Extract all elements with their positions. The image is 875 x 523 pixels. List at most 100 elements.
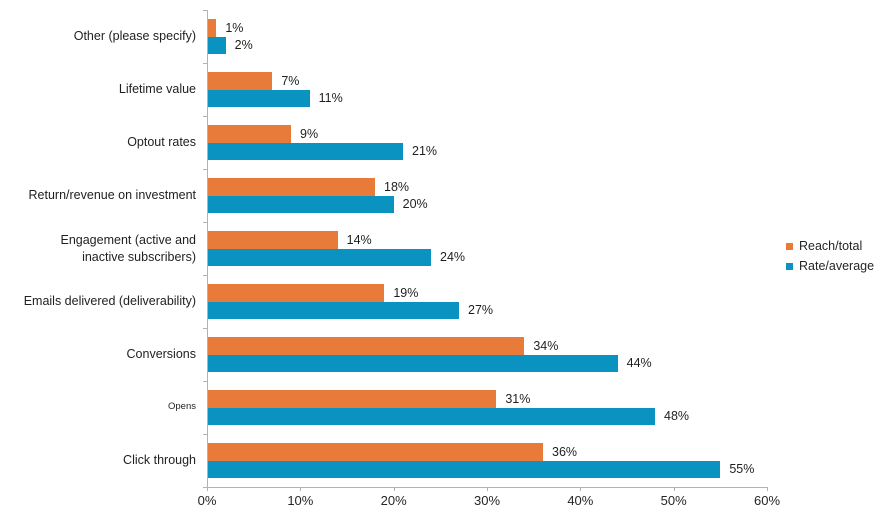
category-row: Opens 31% 48% [0, 381, 875, 434]
y-axis-tick [203, 487, 207, 488]
reach-total-bar [207, 125, 291, 143]
category-row: Lifetime value 7% 11% [0, 63, 875, 116]
rate-average-bar [207, 142, 403, 160]
value-label: 48% [664, 409, 690, 424]
value-label: 44% [626, 356, 652, 371]
x-axis-tick [767, 487, 768, 491]
value-label: 24% [440, 250, 466, 265]
rate-average-bar [207, 407, 655, 425]
y-axis-tick [203, 275, 207, 276]
category-label: Opens [168, 401, 196, 413]
value-label: 20% [402, 197, 428, 212]
reach-total-bar [207, 337, 525, 355]
legend: Reach/total Rate/average [786, 239, 874, 273]
category-row: Engagement (active and inactive subscrib… [0, 222, 875, 275]
x-axis-tick [580, 487, 582, 491]
legend-label: Reach/total [799, 239, 863, 253]
bar-line: 44% [207, 354, 767, 372]
bar-line: 31% [207, 390, 767, 408]
x-axis-tick-label: 20% [380, 493, 407, 508]
x-axis-tick [207, 487, 208, 491]
bar-pair: 31% 48% [207, 390, 767, 425]
bar-pair: 34% 44% [207, 337, 767, 372]
category-row: Optout rates 9% 21% [0, 116, 875, 169]
value-label: 14% [346, 232, 372, 247]
value-label: 34% [533, 338, 559, 353]
value-label: 19% [393, 285, 419, 300]
y-axis-tick [203, 63, 207, 64]
value-label: 21% [412, 144, 438, 159]
rate-average-bar [207, 301, 459, 319]
bar-line: 1% [207, 19, 767, 37]
reach-total-bar [207, 284, 385, 302]
x-axis-tick-label: 60% [753, 493, 781, 508]
bar-line: 7% [207, 72, 767, 90]
bar-line: 9% [207, 125, 767, 143]
bar-pair: 19% 27% [207, 284, 767, 319]
bar-line: 21% [207, 142, 767, 160]
rate-average-bar [207, 195, 394, 213]
x-axis-tick [300, 487, 302, 491]
reach-total-bar [207, 443, 543, 461]
category-row: Click through 36% 55% [0, 434, 875, 487]
x-axis-tick-label: 30% [473, 493, 501, 508]
bar-line: 19% [207, 284, 767, 302]
x-axis-tick-label: 40% [567, 493, 594, 508]
x-axis-tick [673, 487, 675, 491]
bar-line: 2% [207, 36, 767, 54]
bar-line: 14% [207, 231, 767, 249]
bar-line: 34% [207, 337, 767, 355]
bar-pair: 14% 24% [207, 231, 767, 266]
category-label: Emails delivered (deliverability) [23, 294, 196, 309]
value-label: 27% [468, 303, 494, 318]
category-label: Optout rates [127, 135, 196, 150]
category-label: Lifetime value [118, 82, 196, 97]
y-axis-tick [203, 328, 207, 329]
bar-line: 48% [207, 407, 767, 425]
bar-line: 36% [207, 443, 767, 461]
y-axis-tick [203, 434, 207, 435]
value-label: 55% [729, 462, 755, 477]
value-label: 7% [281, 73, 300, 88]
legend-swatch-icon [786, 242, 793, 250]
rate-average-bar [207, 354, 618, 372]
rate-average-bar [207, 460, 721, 478]
bar-line: 55% [207, 460, 767, 478]
category-label: Conversions [126, 347, 196, 362]
y-axis-line [207, 10, 208, 487]
bar-rows-container: Other (please specify) 1% 2% Lifetime value… [0, 10, 875, 487]
y-axis-tick [203, 222, 207, 223]
value-label: 18% [384, 179, 410, 194]
bar-line: 27% [207, 301, 767, 319]
category-row: Return/revenue on investment 18% 20% [0, 169, 875, 222]
y-axis-tick [203, 169, 207, 170]
reach-total-bar [207, 72, 273, 90]
reach-total-bar [207, 390, 497, 408]
legend-swatch-icon [786, 262, 793, 270]
y-axis-tick [203, 10, 207, 11]
value-label: 11% [318, 91, 343, 106]
value-label: 9% [300, 126, 319, 141]
x-axis-tick [393, 487, 395, 491]
category-label: Return/revenue on investment [28, 188, 196, 203]
bar-pair: 1% 2% [207, 19, 767, 54]
value-label: 2% [234, 38, 253, 53]
bar-line: 11% [207, 89, 767, 107]
legend-item-rate-average: Rate/average [786, 259, 874, 273]
x-axis-tick [487, 487, 488, 491]
y-axis-tick [203, 116, 207, 117]
bar-pair: 7% 11% [207, 72, 767, 107]
legend-item-reach-total: Reach/total [786, 239, 874, 253]
bar-line: 20% [207, 195, 767, 213]
x-axis-tick-label: 50% [660, 493, 687, 508]
bar-pair: 9% 21% [207, 125, 767, 160]
category-row: Conversions 34% 44% [0, 328, 875, 381]
reach-total-bar [207, 19, 217, 37]
bar-line: 24% [207, 248, 767, 266]
rate-average-bar [207, 89, 310, 107]
value-label: 1% [225, 20, 244, 35]
category-row: Emails delivered (deliverability) 19% 27% [0, 275, 875, 328]
category-label: Other (please specify) [73, 29, 196, 44]
category-label: Click through [123, 453, 196, 468]
